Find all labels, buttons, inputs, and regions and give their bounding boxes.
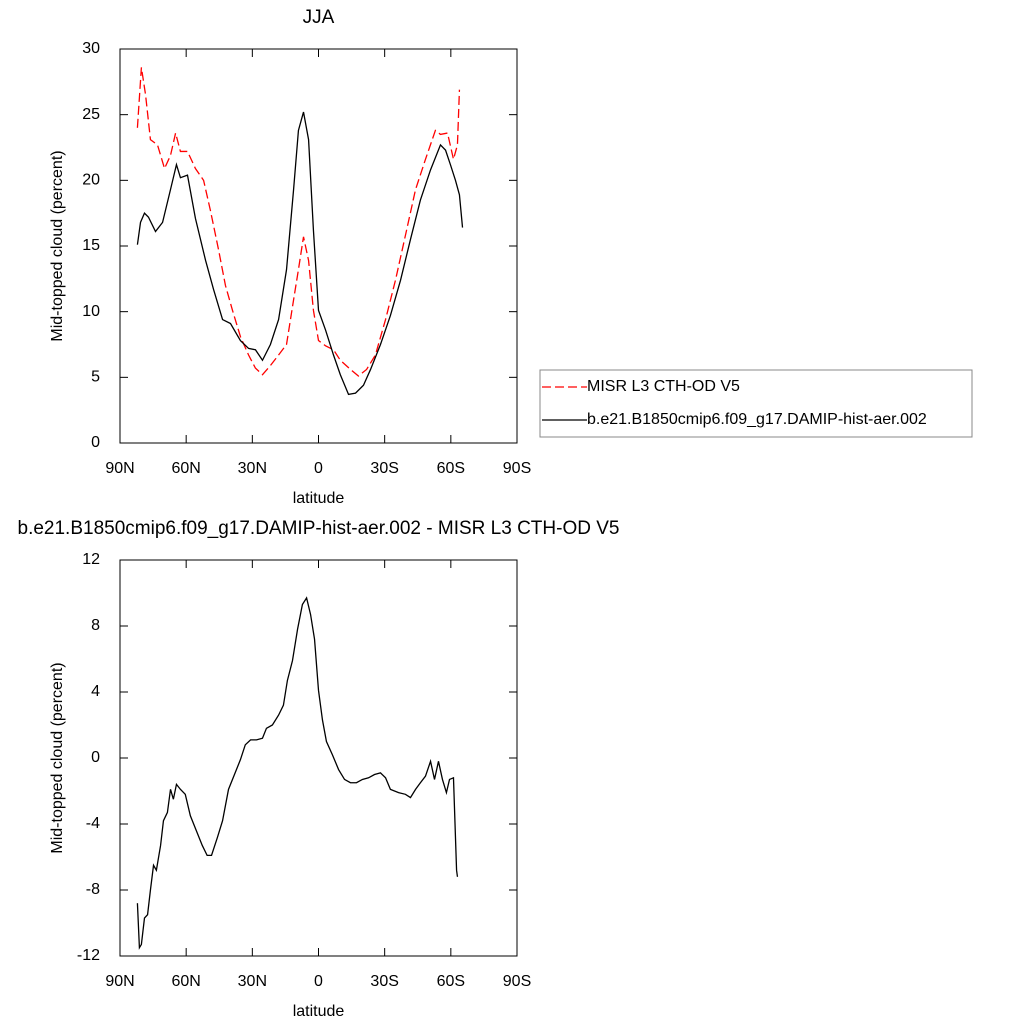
y-tick-label: 30 [82, 40, 100, 57]
y-tick-label: 5 [91, 369, 100, 386]
x-tick-label: 60N [171, 460, 200, 477]
chart-title: JJA [303, 7, 335, 28]
data-line [136, 111, 464, 396]
y-axis-label: Mid-topped cloud (percent) [49, 150, 66, 341]
x-tick-label: 0 [314, 460, 323, 477]
plot-frame [119, 559, 518, 957]
y-tick-label: 15 [82, 237, 100, 254]
y-tick-label: 25 [82, 106, 100, 123]
chart-title: b.e21.B1850cmip6.f09_g17.DAMIP-hist-aer.… [18, 518, 620, 539]
x-tick-label: 30N [238, 973, 267, 990]
y-tick-label: 8 [91, 617, 100, 634]
x-axis-label: latitude [293, 490, 345, 507]
x-tick-label: 90N [105, 460, 134, 477]
x-tick-label: 90N [105, 973, 134, 990]
y-tick-label: 10 [82, 303, 100, 320]
x-tick-label: 30N [238, 460, 267, 477]
plot-frame [119, 48, 518, 444]
x-tick-label: 30S [370, 973, 398, 990]
data-line [136, 67, 461, 377]
y-tick-label: 12 [82, 551, 100, 568]
legend-label: b.e21.B1850cmip6.f09_g17.DAMIP-hist-aer.… [587, 411, 927, 428]
y-tick-label: 20 [82, 172, 100, 189]
y-tick-label: -4 [86, 815, 100, 832]
x-tick-label: 90S [503, 460, 531, 477]
x-tick-label: 90S [503, 973, 531, 990]
legend-label: MISR L3 CTH-OD V5 [587, 378, 740, 395]
y-tick-label: 4 [91, 683, 100, 700]
y-axis-label: Mid-topped cloud (percent) [49, 662, 66, 853]
x-tick-label: 30S [370, 460, 398, 477]
legend-box [539, 369, 973, 438]
x-axis-label: latitude [293, 1003, 345, 1020]
y-tick-label: -12 [77, 947, 100, 964]
x-tick-label: 60N [171, 973, 200, 990]
x-tick-label: 60S [437, 460, 465, 477]
x-tick-label: 60S [437, 973, 465, 990]
y-tick-label: 0 [91, 749, 100, 766]
x-tick-label: 0 [314, 973, 323, 990]
data-line [136, 596, 459, 950]
y-tick-label: 0 [91, 434, 100, 451]
y-tick-label: -8 [86, 881, 100, 898]
